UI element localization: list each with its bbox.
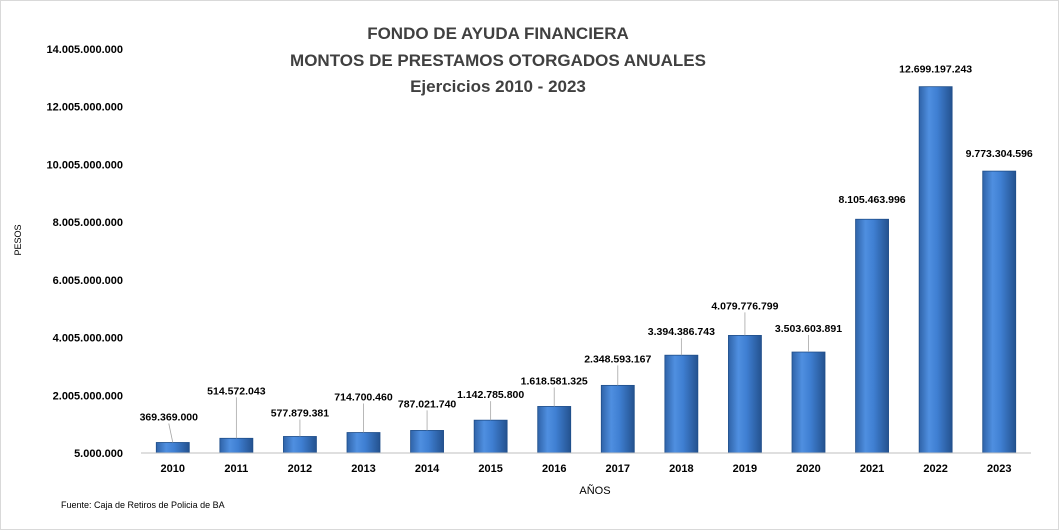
y-tick-label: 4.005.000.000 xyxy=(53,333,123,345)
data-label: 787.021.740 xyxy=(398,398,457,410)
y-axis-title: PESOS xyxy=(13,224,23,255)
chart-title-line: Ejercicios 2010 - 2023 xyxy=(410,77,586,96)
bar xyxy=(346,432,381,454)
y-tick-label: 12.005.000.000 xyxy=(47,102,123,114)
data-label: 9.773.304.596 xyxy=(966,148,1033,160)
bar xyxy=(918,86,953,454)
bars: 369.369.000 514.572.043 577.879.381 714.700… xyxy=(140,64,1033,454)
data-label: 369.369.000 xyxy=(140,411,199,423)
y-tick-label: 8.005.000.000 xyxy=(53,217,123,229)
y-tick-label: 2.005.000.000 xyxy=(53,390,123,402)
data-label: 12.699.197.243 xyxy=(899,64,972,76)
y-tick-label: 5.000.000 xyxy=(74,448,123,460)
bar xyxy=(219,437,254,454)
x-tick-label: 2023 xyxy=(987,463,1011,475)
data-label: 714.700.460 xyxy=(334,392,393,404)
chart-title-line: FONDO DE AYUDA FINANCIERA xyxy=(367,24,629,43)
x-tick-label: 2014 xyxy=(415,463,440,475)
bar xyxy=(537,406,572,454)
bar xyxy=(791,351,826,454)
data-label: 577.879.381 xyxy=(271,407,330,419)
x-tick-label: 2012 xyxy=(288,463,312,475)
bar xyxy=(155,442,190,454)
x-axis-title: AÑOS xyxy=(579,484,610,497)
x-axis: 2010 2011 2012 2013 2014 2015 2016 2017 2018 2019… xyxy=(141,452,1031,475)
y-tick-label: 14.005.000.000 xyxy=(47,44,123,56)
bar xyxy=(283,436,317,454)
x-tick-label: 2021 xyxy=(860,463,884,475)
bar xyxy=(855,218,889,454)
data-label: 514.572.043 xyxy=(207,385,266,397)
bar xyxy=(728,335,762,454)
data-label: 4.079.776.799 xyxy=(711,300,778,312)
x-tick-label: 2016 xyxy=(542,463,566,475)
bar xyxy=(982,170,1017,454)
data-label: 1.618.581.325 xyxy=(521,375,588,387)
bar xyxy=(473,419,508,454)
x-tick-label: 2022 xyxy=(923,463,947,475)
x-tick-label: 2018 xyxy=(669,463,693,475)
x-tick-label: 2019 xyxy=(733,463,757,475)
data-label: 2.348.593.167 xyxy=(584,353,651,365)
x-tick-label: 2010 xyxy=(161,463,185,475)
y-tick-label: 6.005.000.000 xyxy=(53,275,123,287)
chart-title: FONDO DE AYUDA FINANCIERA MONTOS DE PREST… xyxy=(290,24,706,96)
x-tick-label: 2011 xyxy=(224,463,248,475)
bar xyxy=(664,354,699,454)
bar xyxy=(410,430,444,454)
source-note: Fuente: Caja de Retiros de Policia de BA xyxy=(61,500,225,510)
data-label: 3.503.603.891 xyxy=(775,323,842,335)
data-label-leader xyxy=(168,423,174,443)
x-tick-label: 2013 xyxy=(351,463,375,475)
bar xyxy=(600,384,635,454)
chart-title-line: MONTOS DE PRESTAMOS OTORGADOS ANUALES xyxy=(290,51,706,70)
data-label: 3.394.386.743 xyxy=(648,326,715,338)
data-label: 1.142.785.800 xyxy=(457,389,524,401)
x-tick-label: 2020 xyxy=(796,463,820,475)
x-tick-label: 2015 xyxy=(478,463,502,475)
y-tick-label: 10.005.000.000 xyxy=(47,159,123,171)
data-label: 8.105.463.996 xyxy=(838,194,905,206)
x-tick-label: 2017 xyxy=(606,463,630,475)
y-axis: 5.000.000 2.005.000.000 4.005.000.000 6.005… xyxy=(47,44,123,460)
